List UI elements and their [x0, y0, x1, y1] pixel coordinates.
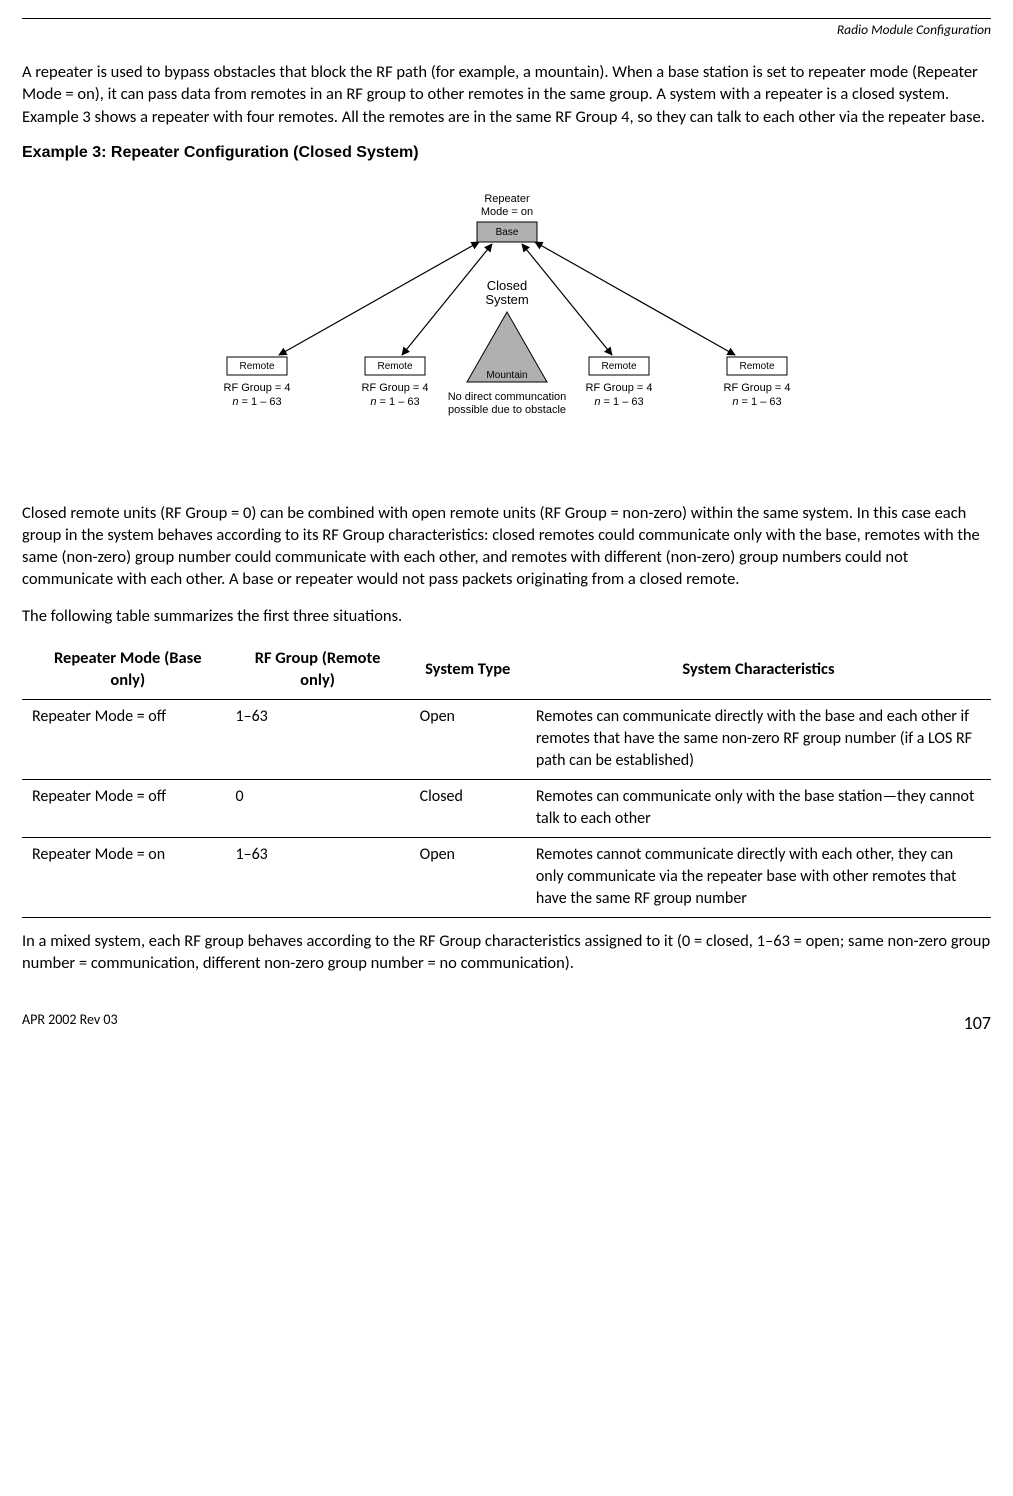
svg-text:Remote: Remote: [601, 361, 636, 372]
para-table-intro: The following table summarizes the first…: [22, 605, 991, 627]
svg-text:RF Group = 4: RF Group = 4: [361, 382, 428, 394]
table-col-header: Repeater Mode (Base only): [22, 641, 225, 700]
table-row: Repeater Mode = on1–63OpenRemotes cannot…: [22, 838, 991, 918]
table-cell: Repeater Mode = on: [22, 838, 225, 918]
svg-text:Remote: Remote: [377, 361, 412, 372]
svg-text:RF Group = 4: RF Group = 4: [585, 382, 652, 394]
table-cell: Repeater Mode = off: [22, 780, 225, 838]
table-cell: Open: [410, 700, 526, 780]
table-col-header: RF Group (Remote only): [225, 641, 409, 700]
footer-page-number: 107: [964, 1011, 991, 1035]
table-cell: 1–63: [225, 838, 409, 918]
table-cell: Remotes can communicate directly with th…: [526, 700, 991, 780]
table-cell: Remotes cannot communicate directly with…: [526, 838, 991, 918]
table-cell: Repeater Mode = off: [22, 700, 225, 780]
link-arrow: [279, 242, 479, 355]
svg-text:Remote: Remote: [239, 361, 274, 372]
para-closed-open: Closed remote units (RF Group = 0) can b…: [22, 502, 991, 591]
svg-text:RF Group = 4: RF Group = 4: [223, 382, 290, 394]
svg-text:Repeater: Repeater: [484, 193, 530, 205]
table-col-header: System Characteristics: [526, 641, 991, 700]
svg-text:n = 1 – 63: n = 1 – 63: [594, 396, 643, 408]
svg-text:Mode = on: Mode = on: [480, 206, 532, 218]
table-cell: Closed: [410, 780, 526, 838]
table-row: Repeater Mode = off1–63OpenRemotes can c…: [22, 700, 991, 780]
intro-paragraph: A repeater is used to bypass obstacles t…: [22, 61, 991, 128]
footer-revision: APR 2002 Rev 03: [22, 1011, 118, 1035]
svg-text:RF Group = 4: RF Group = 4: [723, 382, 790, 394]
svg-text:Mountain: Mountain: [486, 370, 527, 381]
link-arrow: [535, 242, 735, 355]
table-cell: Remotes can communicate only with the ba…: [526, 780, 991, 838]
table-cell: 1–63: [225, 700, 409, 780]
svg-text:n = 1 – 63: n = 1 – 63: [370, 396, 419, 408]
table-cell: 0: [225, 780, 409, 838]
svg-text:n = 1 – 63: n = 1 – 63: [232, 396, 281, 408]
svg-text:System: System: [485, 292, 528, 307]
svg-text:No direct communcation: No direct communcation: [447, 391, 566, 403]
page-footer: APR 2002 Rev 03 107: [22, 1011, 991, 1035]
svg-text:Remote: Remote: [739, 361, 774, 372]
svg-text:Closed: Closed: [486, 278, 526, 293]
example-title: Example 3: Repeater Configuration (Close…: [22, 142, 991, 164]
table-row: Repeater Mode = off0ClosedRemotes can co…: [22, 780, 991, 838]
table-col-header: System Type: [410, 641, 526, 700]
svg-text:Base: Base: [495, 227, 518, 238]
table-header-row: Repeater Mode (Base only)RF Group (Remot…: [22, 641, 991, 700]
para-mixed-system: In a mixed system, each RF group behaves…: [22, 930, 991, 975]
page-header: Radio Module Configuration: [22, 18, 991, 39]
svg-text:n = 1 – 63: n = 1 – 63: [732, 396, 781, 408]
svg-text:possible due to obstacle: possible due to obstacle: [447, 404, 565, 416]
repeater-diagram: RepeaterMode = on Base ClosedSystem Mountai…: [157, 182, 857, 472]
table-cell: Open: [410, 838, 526, 918]
header-section-title: Radio Module Configuration: [837, 21, 991, 38]
system-characteristics-table: Repeater Mode (Base only)RF Group (Remot…: [22, 641, 991, 918]
